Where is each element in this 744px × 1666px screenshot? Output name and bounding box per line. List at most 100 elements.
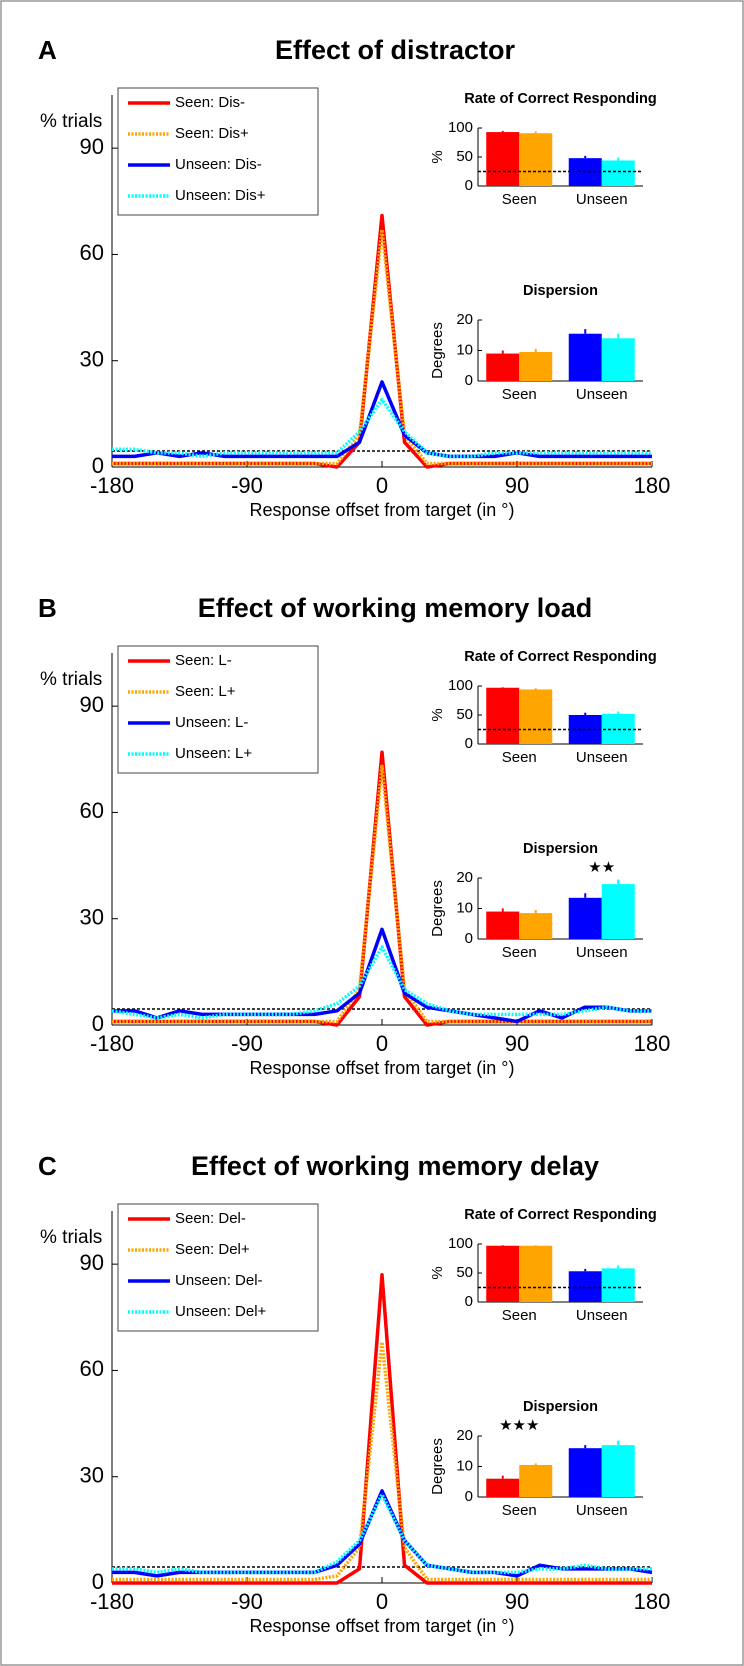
x-axis-label: Response offset from target (in °) [250, 500, 515, 520]
bar [601, 1445, 635, 1497]
bar [601, 884, 635, 939]
x-tick-label: -90 [231, 1589, 263, 1614]
bar [519, 133, 553, 186]
inset-y-label: % [429, 708, 446, 721]
x-tick-label: 90 [505, 1589, 529, 1614]
x-tick-label: 180 [634, 1589, 671, 1614]
inset-title: Rate of Correct Responding [464, 91, 657, 107]
panel-title: Effect of distractor [275, 35, 516, 65]
inset-y-label: % [429, 150, 446, 163]
data-line [112, 764, 652, 1024]
x-tick-label: -180 [90, 1031, 134, 1056]
y-tick-label: 50 [456, 706, 473, 723]
data-line [111, 945, 652, 1020]
y-axis-label: % trials [40, 669, 102, 690]
y-tick-label: 50 [456, 148, 473, 165]
y-tick-label: 0 [465, 372, 473, 389]
x-tick-label: -90 [231, 1031, 263, 1056]
x-tick-label: 0 [376, 1589, 388, 1614]
data-line [112, 1340, 652, 1582]
bar [568, 897, 602, 939]
x-axis-label: Response offset from target (in °) [250, 1616, 515, 1636]
legend-label: Seen: Dis- [175, 94, 245, 111]
bar [568, 333, 602, 381]
x-tick-label: Unseen [576, 944, 628, 961]
bar [601, 338, 635, 381]
inset-title: Rate of Correct Responding [464, 1207, 657, 1223]
inset-title: Dispersion [523, 1399, 598, 1415]
bar [601, 160, 635, 186]
x-tick-label: Seen [502, 1502, 537, 1519]
y-tick-label: 50 [456, 1264, 473, 1281]
x-tick-label: 180 [634, 1031, 671, 1056]
y-axis-label: % trials [40, 111, 102, 132]
legend-label: Unseen: Dis+ [175, 187, 266, 204]
y-tick-label: 90 [80, 1250, 104, 1275]
legend-box [117, 1203, 319, 1332]
data-line [112, 213, 652, 469]
x-tick-label: Seen [502, 749, 537, 766]
inset-y-label: Degrees [429, 880, 446, 937]
bar [568, 1448, 602, 1497]
y-tick-label: 20 [456, 311, 473, 328]
bar [519, 1464, 553, 1497]
y-tick-label: 60 [80, 798, 104, 823]
legend-label: Seen: Del- [175, 1210, 246, 1227]
y-tick-label: 100 [448, 1235, 473, 1252]
y-tick-label: 10 [456, 341, 473, 358]
y-axis-label: % trials [40, 1227, 102, 1248]
x-tick-label: Unseen [576, 1502, 628, 1519]
y-tick-label: 0 [465, 930, 473, 947]
y-tick-label: 100 [448, 677, 473, 694]
y-tick-label: 100 [448, 119, 473, 136]
panel-label: A [38, 35, 57, 65]
legend-label: Seen: Dis+ [175, 125, 249, 142]
x-tick-label: Unseen [576, 1307, 628, 1324]
bar [486, 132, 520, 186]
y-tick-label: 90 [80, 134, 104, 159]
x-tick-label: Seen [502, 191, 537, 208]
y-tick-label: 20 [456, 1427, 473, 1444]
y-tick-label: 0 [92, 1569, 104, 1594]
legend-box [117, 645, 319, 774]
x-tick-label: Unseen [576, 749, 628, 766]
legend-label: Seen: L+ [175, 683, 236, 700]
legend-box [117, 87, 319, 216]
data-line [112, 1489, 653, 1578]
x-axis-label: Response offset from target (in °) [250, 1058, 515, 1078]
y-tick-label: 0 [92, 453, 104, 478]
x-tick-label: Seen [502, 944, 537, 961]
legend-label: Unseen: Del+ [175, 1303, 267, 1320]
bar [486, 687, 520, 744]
x-tick-label: 180 [634, 473, 671, 498]
x-tick-label: Seen [502, 386, 537, 403]
x-tick-label: 90 [505, 473, 529, 498]
legend-label: Unseen: L- [175, 714, 248, 731]
legend-label: Seen: L- [175, 652, 232, 669]
x-tick-label: Seen [502, 1307, 537, 1324]
x-tick-label: -180 [90, 473, 134, 498]
inset-y-label: % [429, 1266, 446, 1279]
y-tick-label: 30 [80, 905, 104, 930]
x-tick-label: Unseen [576, 386, 628, 403]
bar [486, 353, 520, 381]
inset-y-label: Degrees [429, 322, 446, 379]
x-tick-label: -180 [90, 1589, 134, 1614]
significance-marker: ★★★ [499, 1417, 539, 1434]
data-line [112, 927, 652, 1024]
y-tick-label: 20 [456, 869, 473, 886]
y-tick-label: 0 [465, 177, 473, 194]
legend-label: Unseen: Dis- [175, 156, 262, 173]
y-tick-label: 30 [80, 347, 104, 372]
inset-title: Dispersion [523, 283, 598, 299]
panel-label: C [38, 1151, 57, 1181]
y-tick-label: 0 [465, 1293, 473, 1310]
x-tick-label: 0 [376, 1031, 388, 1056]
legend-label: Seen: Del+ [175, 1241, 250, 1258]
y-tick-label: 60 [80, 1356, 104, 1381]
x-tick-label: Unseen [576, 191, 628, 208]
y-tick-label: 10 [456, 1457, 473, 1474]
y-tick-label: 30 [80, 1463, 104, 1488]
